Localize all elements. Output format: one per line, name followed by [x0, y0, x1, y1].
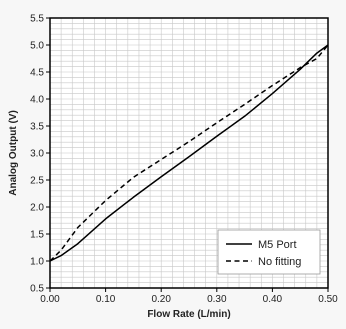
x-tick-label: 0.10 — [96, 294, 116, 305]
legend: M5 Port No fitting — [217, 229, 321, 275]
series-line-m5-port — [49, 44, 329, 262]
y-tick-label: 3.0 — [30, 149, 44, 160]
y-tick-label: 2.5 — [30, 176, 44, 187]
x-axis-label: Flow Rate (L/min) — [147, 309, 230, 320]
x-tick-label: 0.40 — [263, 294, 283, 305]
legend-label: No fitting — [258, 256, 301, 268]
y-tick-label: 2.0 — [30, 203, 44, 214]
x-axis-ticks: 0.00 0.10 0.20 0.30 0.40 0.50 — [40, 288, 338, 305]
x-tick-label: 0.50 — [318, 294, 338, 305]
series-layer — [49, 44, 329, 262]
legend-label: M5 Port — [258, 239, 297, 251]
x-tick-label: 0.30 — [207, 294, 227, 305]
x-tick-label: 0.20 — [151, 294, 171, 305]
legend-box — [217, 229, 321, 275]
y-tick-label: 4.0 — [30, 95, 44, 106]
y-axis-label: Analog Output (V) — [8, 110, 19, 196]
y-tick-label: 5.5 — [30, 14, 44, 25]
y-tick-label: 5.0 — [30, 41, 44, 52]
series-line-no-fitting — [49, 44, 329, 262]
y-tick-label: 3.5 — [30, 122, 44, 133]
y-tick-label: 1.0 — [30, 257, 44, 268]
y-tick-label: 1.5 — [30, 230, 44, 241]
x-tick-label: 0.00 — [40, 294, 60, 305]
y-tick-label: 0.5 — [30, 284, 44, 295]
y-axis-ticks: 0.5 1.0 1.5 2.0 2.5 3.0 3.5 4.0 4.5 5.0 5.5 — [30, 14, 50, 295]
y-tick-label: 4.5 — [30, 68, 44, 79]
